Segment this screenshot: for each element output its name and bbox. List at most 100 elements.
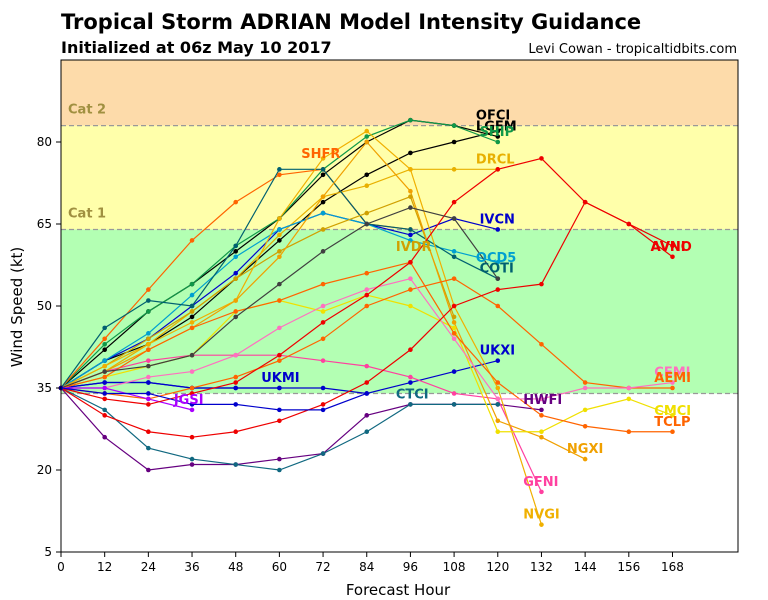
data-point [582, 385, 588, 391]
series-label: OCD5 [476, 251, 516, 266]
data-point [233, 276, 239, 281]
series-label: IVDR [396, 240, 432, 255]
data-point [408, 276, 413, 281]
data-point [364, 128, 370, 134]
data-point [277, 407, 282, 413]
x-tick-label: 72 [315, 560, 330, 574]
data-point [364, 139, 370, 145]
data-point [277, 352, 282, 358]
category-band [61, 60, 738, 126]
data-point [146, 380, 151, 385]
data-point [451, 254, 457, 260]
data-point [582, 199, 588, 205]
x-axis-label: Forecast Hour [346, 581, 451, 599]
category-label: Cat 1 [68, 206, 106, 221]
data-point [233, 429, 239, 435]
series-label: SHFR [301, 147, 340, 162]
y-axis-label: Wind Speed (kt) [8, 247, 26, 368]
data-point [539, 156, 544, 161]
data-point [408, 194, 413, 199]
data-point [189, 391, 195, 396]
data-point [189, 352, 195, 358]
data-point [277, 281, 282, 287]
data-point [277, 358, 282, 363]
data-point [233, 380, 239, 385]
data-point [451, 320, 457, 325]
data-point [451, 199, 457, 205]
data-point [451, 123, 457, 128]
data-point [495, 429, 501, 435]
data-point [320, 385, 326, 391]
data-point [364, 210, 370, 216]
data-point [495, 259, 501, 265]
data-point [277, 298, 282, 303]
series-label: TCLP [654, 415, 690, 430]
series-line [60, 354, 542, 493]
data-point [146, 467, 151, 473]
x-tick-label: 156 [617, 560, 640, 574]
category-band [61, 125, 738, 230]
data-point [364, 391, 370, 396]
data-point [451, 167, 457, 172]
data-point [233, 314, 239, 320]
data-point [408, 150, 413, 156]
model-points [58, 117, 675, 527]
data-point [233, 254, 239, 260]
series-label: SHIP [480, 125, 515, 140]
series-label: CMCI [654, 404, 691, 419]
data-point [408, 232, 413, 238]
data-point [277, 249, 282, 254]
data-point [539, 413, 544, 418]
data-point [670, 380, 675, 385]
data-point [670, 429, 675, 435]
data-point [495, 167, 501, 172]
data-point [102, 363, 107, 369]
data-point [320, 156, 326, 161]
data-point [670, 243, 675, 249]
data-point [408, 380, 413, 385]
data-point [626, 385, 632, 391]
chart-credit: Levi Cowan - tropicaltidbits.com [528, 42, 737, 57]
data-point [102, 336, 107, 342]
data-point [277, 325, 282, 331]
data-point [277, 467, 282, 473]
data-point [495, 287, 501, 292]
series-label: AEMI [654, 371, 691, 386]
y-tick-label: 65 [37, 217, 52, 231]
data-point [539, 407, 544, 413]
series-label: DRCL [476, 152, 515, 167]
chart-title: Tropical Storm ADRIAN Model Intensity Gu… [61, 10, 642, 34]
data-point [495, 139, 501, 145]
data-point [408, 402, 413, 407]
data-point [102, 391, 107, 396]
series-label: CEMI [654, 366, 690, 381]
data-point [539, 429, 544, 435]
data-point [451, 369, 457, 374]
data-point [189, 385, 195, 391]
data-point [146, 331, 151, 336]
data-point [364, 172, 370, 178]
data-point [189, 369, 195, 374]
y-tick-label: 20 [37, 463, 52, 477]
data-point [277, 172, 282, 178]
data-point [146, 445, 151, 451]
series-line [60, 130, 543, 525]
data-point [102, 385, 107, 391]
data-point [539, 396, 544, 402]
data-point [233, 249, 239, 254]
data-point [539, 341, 544, 347]
data-point [364, 413, 370, 418]
data-point [408, 227, 413, 232]
x-tick-label: 24 [141, 560, 156, 574]
x-tick-label: 168 [661, 560, 684, 574]
data-point [233, 298, 239, 303]
data-point [233, 199, 239, 205]
data-point [233, 385, 239, 391]
data-point [539, 434, 544, 440]
data-point [320, 402, 326, 407]
data-point [320, 199, 326, 205]
data-point [233, 270, 239, 276]
data-point [364, 287, 370, 292]
x-tick-label: 96 [403, 560, 418, 574]
